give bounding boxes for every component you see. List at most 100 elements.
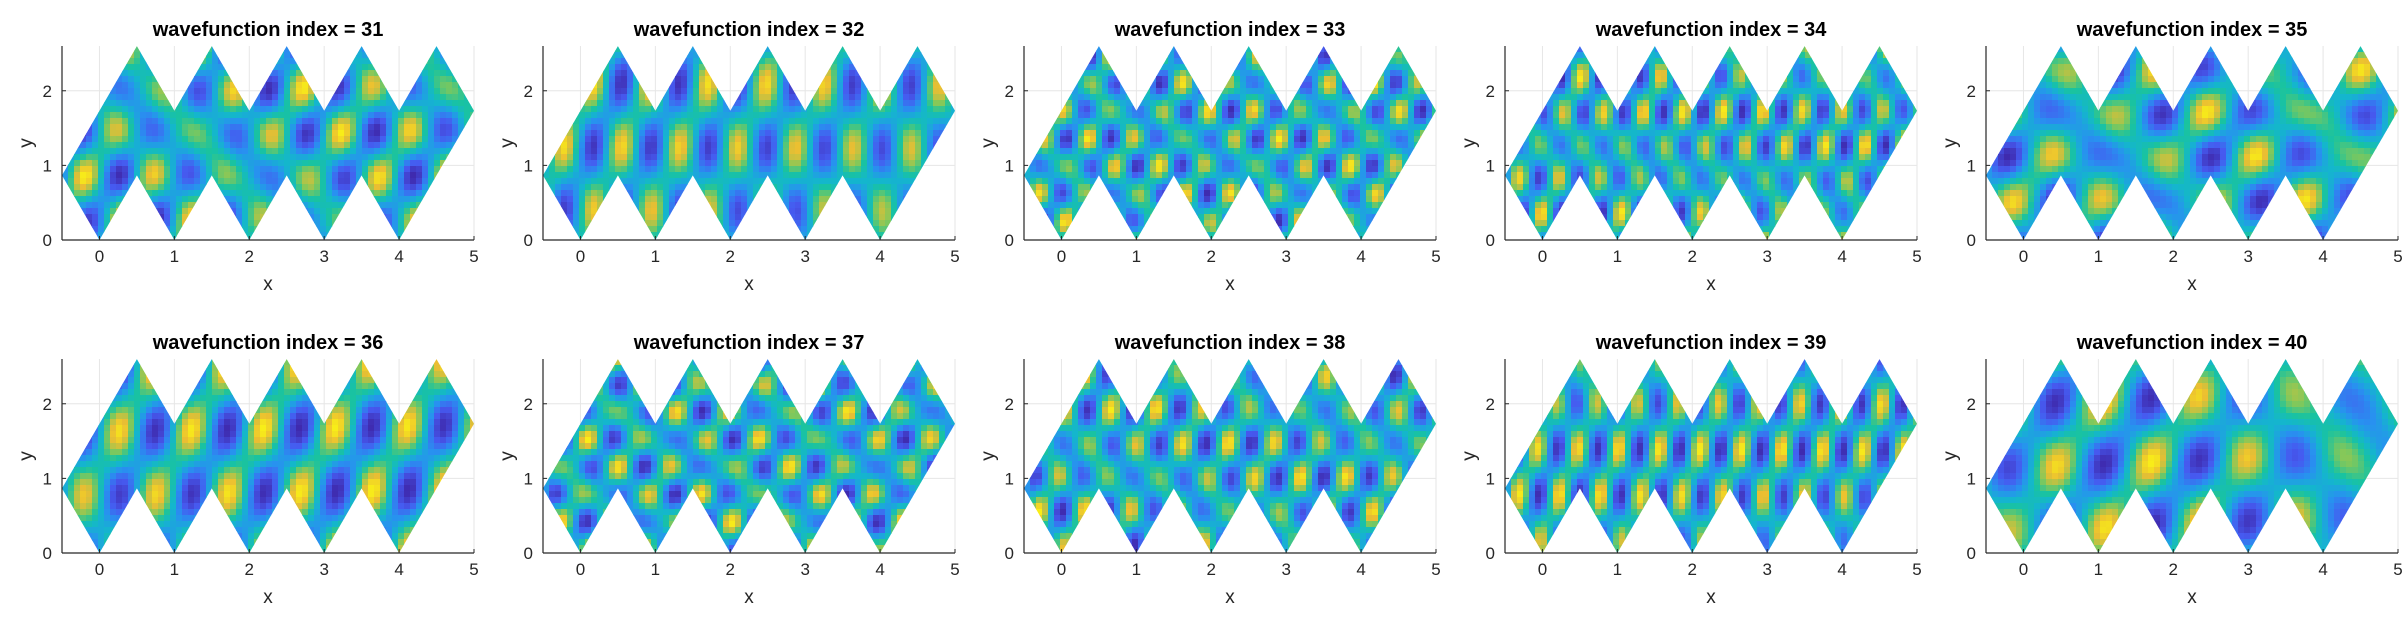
field-cell: [921, 106, 928, 113]
field-cell: [903, 202, 910, 209]
field-cell: [398, 160, 405, 167]
field-cell: [621, 190, 628, 197]
field-cell: [128, 118, 135, 125]
field-cell: [1258, 70, 1265, 77]
field-cell: [140, 130, 147, 137]
field-cell: [723, 46, 730, 53]
field-cell: [903, 124, 910, 131]
field-cell: [176, 196, 183, 203]
field-cell: [843, 124, 850, 131]
field-cell: [615, 76, 622, 83]
field-cell: [140, 166, 147, 173]
field-cell: [350, 58, 357, 65]
field-cell: [446, 142, 453, 149]
field-cell: [80, 184, 87, 191]
field-cell: [543, 208, 550, 215]
field-cell: [849, 142, 856, 149]
field-cell: [296, 136, 303, 143]
field-cell: [1378, 58, 1385, 65]
field-cell: [795, 118, 802, 125]
field-cell: [350, 64, 357, 71]
field-cell: [699, 136, 706, 143]
field-cell: [266, 214, 273, 221]
field-cell: [789, 196, 796, 203]
field-cell: [116, 166, 123, 173]
field-cell: [777, 232, 784, 239]
field-cell: [272, 202, 279, 209]
field-cell: [567, 154, 574, 161]
field-cell: [669, 148, 676, 155]
field-cell: [86, 46, 93, 53]
field-cell: [567, 76, 574, 83]
field-cell: [350, 172, 357, 179]
field-cell: [1324, 64, 1331, 71]
field-cell: [909, 118, 916, 125]
field-cell: [945, 136, 952, 143]
field-cell: [146, 82, 153, 89]
field-cell: [128, 184, 135, 191]
field-cell: [741, 70, 748, 77]
field-cell: [308, 76, 315, 83]
field-cell: [549, 202, 556, 209]
field-cell: [458, 214, 465, 221]
field-cell: [735, 82, 742, 89]
field-cell: [783, 100, 790, 107]
field-cell: [867, 82, 874, 89]
field-cell: [212, 64, 219, 71]
field-cell: [681, 124, 688, 131]
field-cell: [134, 76, 141, 83]
field-cell: [603, 124, 610, 131]
field-cell: [218, 232, 225, 239]
field-cell: [591, 214, 598, 221]
field-cell: [248, 136, 255, 143]
field-cell: [921, 220, 928, 227]
field-cell: [1168, 46, 1175, 53]
field-cell: [729, 112, 736, 119]
field-cell: [591, 232, 598, 239]
field-cell: [182, 160, 189, 167]
field-cell: [284, 52, 291, 59]
field-cell: [765, 226, 772, 233]
field-cell: [104, 166, 111, 173]
field-cell: [1384, 58, 1391, 65]
field-cell: [633, 208, 640, 215]
field-cell: [645, 70, 652, 77]
field-cell: [573, 46, 580, 53]
field-cell: [314, 100, 321, 107]
field-cell: [410, 64, 417, 71]
field-cell: [446, 100, 453, 107]
field-cell: [164, 238, 171, 240]
field-cell: [945, 232, 952, 239]
field-cell: [416, 172, 423, 179]
field-cell: [176, 232, 183, 239]
field-cell: [603, 208, 610, 215]
field-cell: [1282, 64, 1289, 71]
field-cell: [92, 160, 99, 167]
field-cell: [561, 52, 568, 59]
field-cell: [903, 52, 910, 59]
field-cell: [813, 154, 820, 161]
field-cell: [380, 232, 387, 239]
field-cell: [663, 136, 670, 143]
field-cell: [206, 142, 213, 149]
field-cell: [86, 76, 93, 83]
field-cell: [290, 88, 297, 95]
x-tick-label: 0: [95, 247, 104, 266]
field-cell: [224, 184, 231, 191]
field-cell: [843, 232, 850, 239]
field-cell: [62, 124, 69, 131]
field-cell: [194, 100, 201, 107]
field-cell: [633, 64, 640, 71]
field-cell: [326, 106, 333, 113]
field-cell: [128, 82, 135, 89]
field-cell: [789, 166, 796, 173]
field-cell: [236, 178, 243, 185]
field-cell: [98, 232, 105, 239]
field-cell: [182, 238, 189, 240]
field-cell: [915, 172, 922, 179]
field-cell: [549, 100, 556, 107]
field-cell: [404, 202, 411, 209]
field-cell: [741, 226, 748, 233]
field-cell: [1312, 58, 1319, 65]
field-cell: [615, 64, 622, 71]
